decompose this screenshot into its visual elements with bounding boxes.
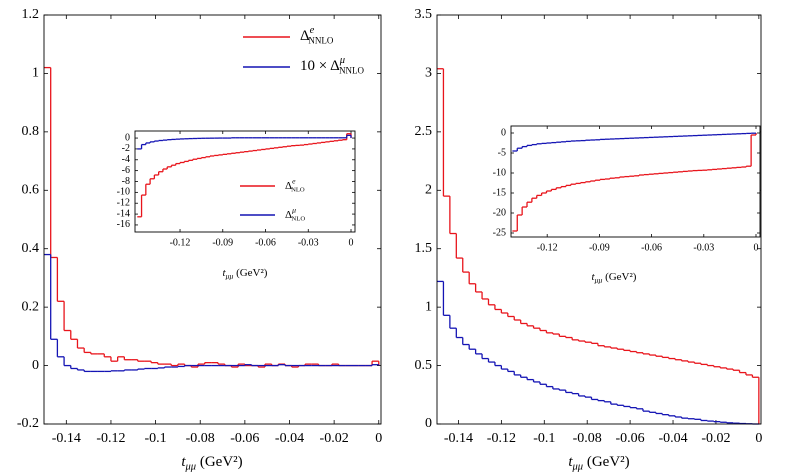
text-part: μμ: [226, 271, 234, 280]
y-tick-label: -6: [122, 165, 130, 176]
legend-label: Δe NLO: [285, 176, 305, 192]
x-tick-label: 0: [753, 242, 758, 253]
text-part: NNLO: [339, 66, 364, 76]
plot-frame: [510, 125, 761, 238]
legend-label: Δe NNLO: [300, 25, 334, 45]
text-part: t: [568, 454, 573, 470]
y-tick-label: 0: [32, 358, 39, 373]
y-tick-label: -0.2: [17, 416, 39, 431]
x-tick-label: -0.08: [186, 431, 215, 446]
y-tick-label: -15: [493, 187, 506, 198]
text-part: μ: [339, 55, 345, 66]
text-part: Δ: [300, 28, 310, 44]
plot-frame: [436, 14, 762, 425]
x-tick-label: -0.14: [52, 431, 81, 446]
plot-frame: [134, 130, 356, 233]
legend-label: 10 × Δμ NNLO: [300, 55, 365, 75]
x-tick-label: -0.04: [658, 431, 687, 446]
x-tick-label: -0.03: [693, 242, 714, 253]
x-tick-label: -0.1: [533, 431, 555, 446]
x-tick-label: -0.14: [444, 431, 473, 446]
y-tick-label: 3: [425, 66, 432, 81]
y-tick-label: 0: [125, 132, 130, 143]
x-axis-label: tμμ (GeV²): [181, 454, 242, 472]
x-axis-label: tμμ (GeV²): [592, 271, 637, 285]
y-tick-label: -2: [122, 143, 130, 154]
y-tick-label: -8: [122, 176, 130, 187]
y-tick-label: 2: [425, 183, 432, 198]
y-tick-label: 0: [425, 416, 432, 431]
x-tick-label: 0: [375, 431, 382, 446]
text-part: (GeV²): [602, 271, 636, 283]
x-axis-label: tμμ (GeV²): [223, 267, 268, 281]
y-tick-label: -12: [117, 198, 130, 209]
y-tick-label: 0.6: [22, 183, 40, 198]
y-tick-label: -4: [122, 154, 130, 165]
y-tick-label: 0.2: [22, 299, 40, 314]
x-tick-label: -0.12: [537, 242, 558, 253]
x-tick-label: -0.09: [589, 242, 610, 253]
inset-background: [511, 126, 760, 237]
y-tick-label: 1.5: [415, 241, 433, 256]
x-tick-label: -0.06: [255, 237, 276, 248]
y-tick-label: -5: [498, 147, 506, 158]
y-tick-label: -14: [117, 208, 130, 219]
text-part: μμ: [185, 462, 197, 473]
text-part: (GeV²): [196, 454, 243, 470]
text-part: Δ: [285, 180, 292, 192]
legend-label: Δμ NLO: [285, 205, 305, 221]
plot-frame: [43, 14, 382, 425]
text-part: Δ: [285, 209, 292, 221]
x-tick-label: 0: [755, 431, 762, 446]
x-tick-label: -0.08: [573, 431, 602, 446]
y-tick-label: 0.8: [22, 124, 40, 139]
text-part: (GeV²): [583, 454, 630, 470]
text-part: μμ: [595, 275, 603, 284]
x-axis-label: tμμ (GeV²): [568, 454, 629, 472]
y-tick-label: -20: [493, 207, 506, 218]
x-tick-label: -0.06: [230, 431, 259, 446]
text-part: NNLO: [308, 36, 333, 46]
x-tick-label: -0.02: [320, 431, 349, 446]
y-tick-label: 1.2: [22, 7, 40, 22]
x-tick-label: -0.04: [275, 431, 304, 446]
y-tick-label: 1: [32, 66, 39, 81]
text-part: 10 × Δ: [300, 58, 340, 74]
y-tick-label: 0.4: [22, 241, 40, 256]
text-part: μμ: [572, 462, 584, 473]
y-tick-label: 0: [501, 127, 506, 138]
x-tick-label: -0.12: [170, 237, 191, 248]
x-tick-label: -0.12: [96, 431, 125, 446]
x-tick-label: -0.12: [487, 431, 516, 446]
text-part: e: [310, 25, 315, 36]
text-part: e: [292, 176, 296, 185]
text-part: μ: [292, 205, 296, 214]
y-tick-label: 2.5: [415, 124, 433, 139]
x-tick-label: -0.09: [212, 237, 233, 248]
y-tick-label: -16: [117, 219, 130, 230]
text-part: NLO: [291, 186, 305, 193]
y-tick-label: -10: [117, 187, 130, 198]
text-part: t: [223, 267, 227, 279]
text-part: t: [592, 271, 596, 283]
y-tick-label: 0.5: [415, 358, 433, 373]
y-tick-label: -10: [493, 167, 506, 178]
x-tick-label: -0.02: [701, 431, 730, 446]
text-part: (GeV²): [233, 267, 267, 279]
x-tick-label: -0.06: [641, 242, 662, 253]
y-tick-label: -25: [493, 227, 506, 238]
x-tick-label: -0.1: [145, 431, 167, 446]
x-tick-label: -0.03: [298, 237, 319, 248]
text-part: t: [181, 454, 186, 470]
x-tick-label: 0: [349, 237, 354, 248]
y-tick-label: 1: [425, 299, 432, 314]
inset-background: [135, 131, 355, 232]
x-tick-label: -0.06: [616, 431, 645, 446]
text-part: NLO: [292, 215, 306, 222]
y-tick-label: 3.5: [415, 7, 433, 22]
